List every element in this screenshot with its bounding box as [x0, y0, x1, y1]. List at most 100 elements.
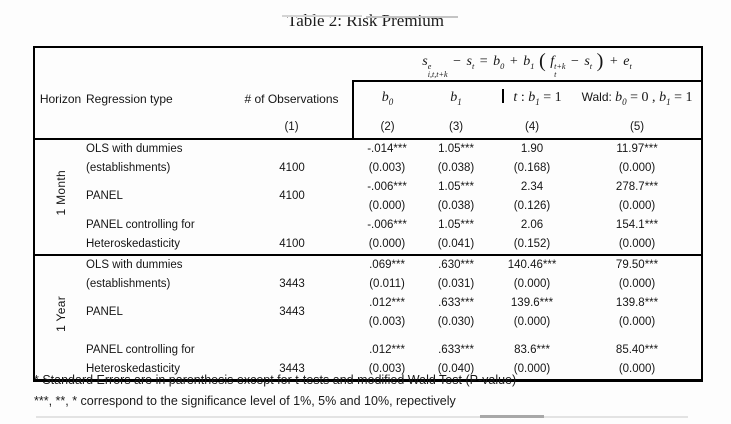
se-cell: (0.000)	[618, 161, 656, 174]
coef-cell: 79.50***	[615, 258, 659, 271]
regression-equation: s e i,t,t+k − st = b0 + b1 ( f t+k t − st ) …	[353, 47, 703, 82]
coef-cell: 11.97***	[616, 142, 658, 155]
tick-divider	[502, 88, 505, 103]
table-row: (establishments) 4100 (0.003) (0.038) (0…	[34, 159, 702, 178]
scan-artifact	[480, 415, 544, 418]
coef-cell: 139.8***	[615, 296, 659, 309]
col-number-2: (2)	[352, 117, 422, 139]
obs-cell	[231, 255, 353, 275]
col-header-horizon: Horizon	[39, 91, 82, 106]
col-number-4: (4)	[524, 120, 540, 133]
regression-label: PANEL controlling for	[86, 343, 195, 356]
coef-cell: 1.05***	[438, 142, 474, 155]
col-number-1: (1)	[284, 120, 299, 133]
section-1-month: 1 Month OLS with dummies -.014*** 1.05**…	[34, 139, 703, 255]
horizon-label-1-month: 1 Month	[53, 170, 68, 216]
se-cell: (0.000)	[618, 362, 656, 375]
footnote-significance: ***, **, * correspond to the significanc…	[34, 394, 456, 408]
table-row: PANEL controlling for -.006*** 1.05*** 2…	[34, 216, 702, 235]
coef-cell: 278.7***	[615, 180, 659, 193]
scan-artifact	[366, 16, 458, 18]
se-cell: (0.000)	[618, 315, 656, 328]
se-cell: (0.000)	[368, 237, 406, 250]
table-row: Heteroskedasticity 3443 (0.003) (0.040) …	[34, 360, 702, 381]
se-cell: (0.000)	[513, 362, 551, 375]
coef-cell: -.006***	[367, 218, 407, 231]
regression-label: (establishments)	[86, 277, 171, 290]
col-header-b0: b0	[352, 80, 422, 118]
table-header: s e i,t,t+k − st = b0 + b1 ( f t+k t − st ) …	[34, 47, 703, 139]
se-cell: (0.030)	[437, 315, 475, 328]
regression-label: PANEL	[86, 190, 123, 203]
se-cell: (0.000)	[618, 237, 656, 250]
coef-cell: 139.6***	[510, 296, 554, 309]
se-cell: (0.152)	[513, 237, 551, 250]
scan-artifact	[36, 416, 688, 418]
coef-cell: -.014***	[367, 142, 407, 155]
coef-cell: 1.05***	[438, 218, 474, 231]
se-cell: (0.003)	[368, 315, 406, 328]
table-row: 1 Year OLS with dummies .069*** .630*** …	[34, 255, 702, 332]
obs-cell	[231, 216, 353, 235]
regression-label: OLS with dummies	[86, 142, 183, 155]
table-row: 1 Month OLS with dummies -.014*** 1.05**…	[34, 139, 702, 216]
col-header-regression-type: Regression type	[86, 91, 173, 106]
table-row: PANEL 3443 .012*** .633*** 139.6*** 139.…	[34, 294, 702, 319]
coef-cell: .012***	[369, 343, 405, 356]
se-cell: (0.041)	[437, 237, 475, 250]
se-cell: (0.038)	[437, 199, 475, 212]
se-cell: (0.003)	[368, 362, 406, 375]
obs-cell: 3443	[279, 277, 305, 290]
se-cell: (0.168)	[513, 161, 551, 174]
se-cell: (0.040)	[437, 362, 475, 375]
footnote-standard-errors: * Standard Errors are in parenthesis exc…	[34, 373, 517, 387]
coef-cell: .633***	[438, 296, 474, 309]
col-header-observations: # of Observations	[244, 91, 339, 106]
coef-cell: 2.34	[520, 180, 544, 193]
se-cell: (0.126)	[513, 199, 551, 212]
table-row: (0.003) (0.030) (0.000) (0.000)	[34, 313, 702, 332]
se-cell: (0.000)	[513, 315, 551, 328]
coef-cell: 1.05***	[438, 180, 474, 193]
table-row: (0.000) (0.038) (0.126) (0.000)	[34, 197, 702, 216]
coef-cell: .633***	[438, 343, 474, 356]
section-1-year: 1 Year OLS with dummies .069*** .630*** …	[34, 255, 702, 381]
se-cell: (0.003)	[368, 161, 406, 174]
obs-cell	[231, 332, 353, 360]
coef-cell: .630***	[438, 258, 474, 271]
col-header-b1: b1	[450, 89, 462, 107]
se-cell: (0.000)	[618, 199, 656, 212]
se-cell: (0.038)	[437, 161, 475, 174]
col-header-wald-test: Wald: b0 = 0 , b1 = 1	[581, 89, 693, 107]
obs-cell: 4100	[279, 190, 305, 203]
table-row: Heteroskedasticity 4100 (0.000) (0.041) …	[34, 235, 702, 255]
regression-label: Heteroskedasticity	[86, 237, 180, 250]
horizon-label-1-year: 1 Year	[53, 295, 68, 332]
risk-premium-table: s e i,t,t+k − st = b0 + b1 ( f t+k t − st ) …	[33, 46, 704, 382]
regression-label: OLS with dummies	[86, 258, 183, 271]
obs-cell: 4100	[279, 161, 305, 174]
obs-cell: 3443	[279, 306, 305, 319]
coef-cell: 1.90	[520, 142, 544, 155]
regression-label: Heteroskedasticity	[86, 362, 180, 375]
obs-cell: 4100	[279, 237, 305, 250]
coef-cell: .012***	[369, 296, 405, 309]
regression-label: (establishments)	[86, 161, 171, 174]
coef-cell: 140.46***	[507, 258, 557, 271]
se-cell: (0.000)	[618, 277, 656, 290]
coef-cell: 85.40***	[615, 343, 659, 356]
coef-cell: 2.06	[520, 218, 544, 231]
obs-cell: 3443	[279, 362, 305, 375]
scan-artifact	[282, 15, 362, 17]
table-row: PANEL controlling for .012*** .633*** 83…	[34, 332, 702, 360]
se-cell: (0.000)	[513, 277, 551, 290]
se-cell: (0.031)	[437, 277, 475, 290]
table-row: (establishments) 3443 (0.011) (0.031) (0…	[34, 275, 702, 294]
se-cell: (0.011)	[369, 277, 405, 290]
col-number-3: (3)	[448, 120, 464, 133]
regression-label: PANEL	[86, 306, 123, 319]
table-title: Table 2: Risk Premium	[287, 11, 444, 30]
table-row: PANEL 4100 -.006*** 1.05*** 2.34 278.7**…	[34, 178, 702, 203]
se-cell: (0.000)	[368, 199, 406, 212]
regression-label: PANEL controlling for	[86, 218, 195, 231]
